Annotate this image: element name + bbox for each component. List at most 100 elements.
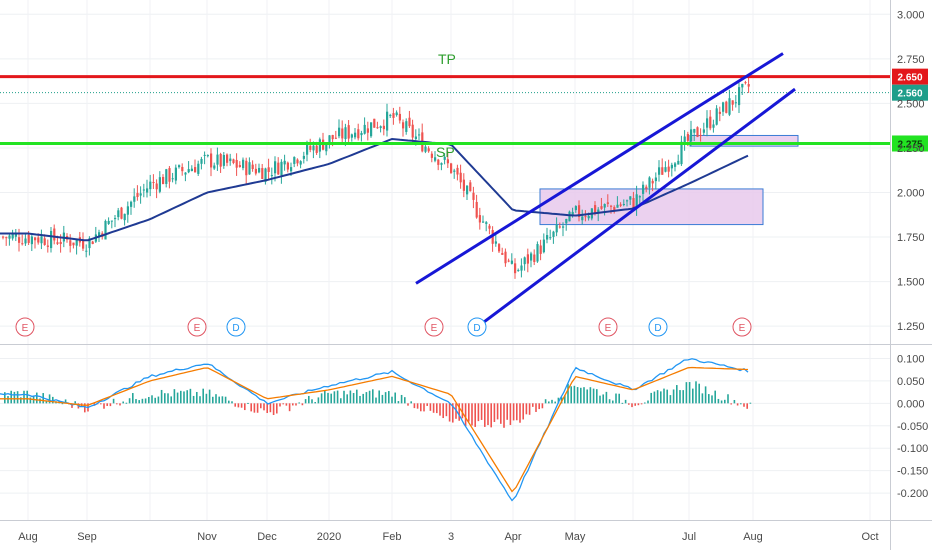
candles-layer (2, 76, 750, 279)
macd-histogram-bar (39, 398, 41, 404)
candle-body (254, 168, 257, 174)
candle-body (338, 127, 341, 137)
candle-body (712, 124, 715, 128)
candle-body (549, 237, 552, 239)
macd-histogram-bar (509, 403, 512, 425)
macd-histogram-bar (365, 392, 368, 404)
macd-histogram-bar (471, 403, 473, 426)
event-marker-label: D (232, 323, 239, 334)
candle-body (152, 182, 155, 184)
candle-body (117, 210, 120, 218)
macd-histogram-bar (324, 390, 326, 404)
macd-histogram-bar (522, 403, 524, 420)
candle-body (507, 260, 510, 262)
macd-y-tick-label: 0.000 (897, 398, 925, 410)
macd-histogram-bar (474, 403, 476, 427)
candle-body (8, 235, 11, 239)
macd-histogram-bar (247, 402, 249, 404)
price-panel-background (0, 0, 890, 344)
macd-histogram-bar (439, 403, 441, 416)
macd-histogram-bar (138, 400, 140, 404)
candle-body (450, 163, 453, 173)
price-level-tag (892, 135, 928, 152)
candle-body (517, 269, 520, 271)
macd-histogram-bar (490, 403, 492, 428)
price-y-tick-label: 1.500 (897, 277, 925, 289)
candle-body (91, 241, 94, 245)
ma-layer (0, 137, 749, 242)
candle-body (622, 204, 625, 206)
candle-body (427, 148, 430, 152)
channel-upper-line (415, 52, 784, 285)
macd-histogram-bar (637, 403, 640, 406)
macd-histogram-bar (736, 403, 739, 406)
candle-body (14, 233, 17, 237)
candle-body (162, 176, 165, 185)
price-level-tag-label: 2.650 (897, 73, 922, 84)
macd-histogram-bar (634, 403, 636, 406)
candle-body (542, 239, 545, 253)
candle-body (680, 141, 683, 165)
macd-histogram-bar (266, 403, 268, 414)
macd-histogram-bar (535, 403, 537, 412)
macd-histogram-bar (244, 403, 246, 411)
candle-body (354, 132, 357, 138)
candle-body (158, 177, 161, 192)
macd-histogram-bar (352, 393, 355, 404)
candle-body (56, 242, 59, 244)
candle-body (581, 216, 584, 221)
macd-histogram-bar (682, 390, 684, 404)
macd-histogram-bar (484, 403, 486, 427)
macd-histogram-bar (4, 392, 6, 404)
price-y-tick-label: 2.000 (897, 187, 925, 199)
candle-body (677, 160, 680, 165)
candle-body (312, 145, 315, 151)
macd-histogram-bar (292, 403, 294, 406)
macd-histogram-bar (61, 403, 64, 405)
macd-histogram-bar (653, 391, 656, 404)
x-tick-label: Jul (682, 531, 696, 543)
candle-body (261, 168, 264, 179)
candle-body (520, 265, 523, 271)
candle-body (178, 165, 181, 168)
candle-body (34, 237, 37, 241)
macd-histogram-bar (375, 397, 377, 404)
macd-histogram-bar (100, 403, 102, 405)
macd-histogram-bar (148, 396, 150, 404)
macd-histogram-bar (624, 399, 627, 404)
macd-histogram-bar (391, 396, 393, 404)
dividend-marker (226, 317, 246, 337)
price-level-tag (892, 68, 928, 85)
candle-body (408, 117, 411, 127)
candle-body (475, 201, 478, 218)
macd-histogram-bar (445, 403, 448, 417)
candle-body (168, 168, 171, 182)
candle-body (443, 156, 446, 160)
macd-histogram-bar (544, 399, 547, 404)
candle-body (472, 192, 475, 200)
macd-histogram-bar (282, 403, 284, 405)
macd-histogram-bar (164, 393, 166, 404)
macd-histogram-bar (525, 403, 528, 415)
candle-body (555, 224, 558, 233)
macd-histogram-bar (554, 401, 556, 404)
candle-body (245, 160, 248, 176)
macd-histogram-bar (160, 389, 163, 404)
macd-histogram-bar (253, 403, 256, 413)
macd-histogram-bar (16, 391, 19, 404)
macd-histogram-bar (679, 390, 681, 404)
macd-histogram-bar (717, 398, 720, 404)
macd-histogram-bar (106, 403, 108, 406)
candle-body (107, 220, 110, 224)
macd-histogram-bar (413, 403, 416, 409)
candle-body (501, 253, 504, 255)
candle-body (440, 163, 443, 165)
candle-body (59, 241, 62, 245)
candle-body (238, 165, 241, 167)
candle-body (350, 134, 353, 138)
macd-histogram-bar (631, 403, 633, 408)
candle-body (526, 254, 529, 264)
macd-histogram-bar (301, 403, 304, 406)
macd-histogram-bar (503, 403, 505, 428)
candle-body (661, 167, 664, 175)
